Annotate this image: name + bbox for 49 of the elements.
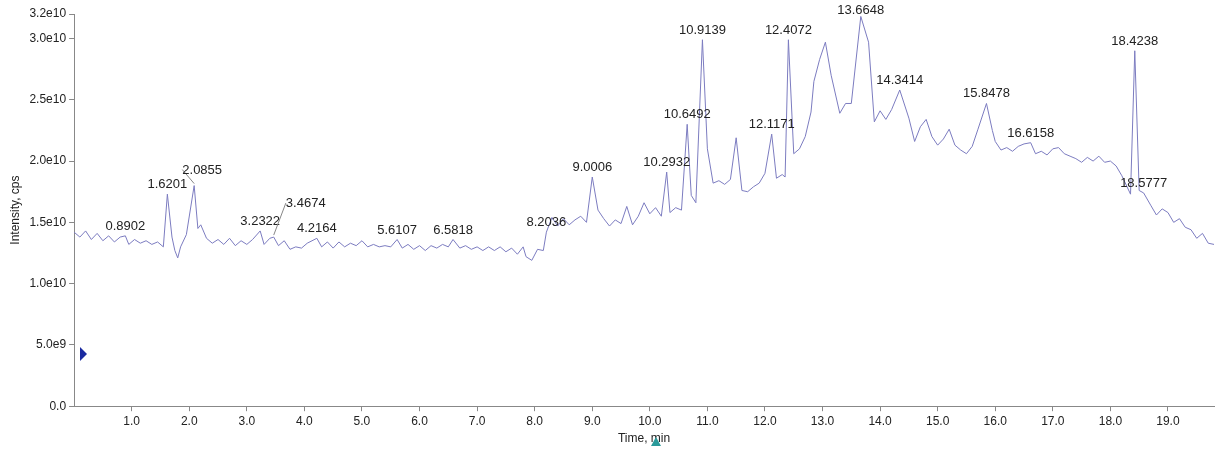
annotation: 3.2322 [240,212,281,228]
x-tick-label: 19.0 [1156,413,1180,428]
x-tick-label: 12.0 [753,413,777,428]
x-tick-label: 6.0 [411,413,429,428]
x-tick-label: 7.0 [468,413,486,428]
y-tick-label: 3.2e10 [29,6,67,21]
y-tick-label: 3.0e10 [29,30,67,45]
annotation: 10.6492 [663,106,711,122]
x-tick-label: 9.0 [583,413,601,428]
annotation: 12.4072 [764,21,812,37]
annotation: 6.5818 [433,221,473,237]
x-tick-label: 18.0 [1098,413,1123,428]
x-tick-label: 4.0 [296,413,314,428]
annotation: 9.0006 [572,159,613,175]
y-tick-label: 2.5e10 [29,92,67,107]
annotation: 2.0855 [182,161,223,177]
annotation: 1.6201 [147,176,188,192]
annotation: 16.6158 [1007,124,1055,140]
annotation: 13.6648 [837,2,885,17]
x-tick-label: 5.0 [353,413,371,428]
x-tick-label: 17.0 [1041,413,1065,428]
x-tick-label: 14.0 [868,413,893,428]
annotation: 15.8478 [962,85,1010,101]
x-tick-label: 3.0 [238,413,256,428]
x-tick-label: 15.0 [925,413,950,428]
x-tick-label: 16.0 [983,413,1008,428]
y-tick-label: 0.0 [49,398,67,413]
x-tick-label: 1.0 [123,413,141,428]
annotation: 8.2036 [526,214,567,230]
x-tick-label: 11.0 [696,413,719,428]
y-axis-title: Intensity, cps [7,175,22,245]
x-tick-label: 8.0 [526,413,544,428]
annotation: 4.2164 [296,220,337,236]
annotation: 18.4238 [1111,32,1159,48]
annotation: 14.3414 [876,71,924,87]
annotation: 12.1171 [748,116,795,132]
annotation: 3.4674 [285,195,326,211]
y-tick-label: 5.0e9 [36,337,67,352]
annotation: 5.6107 [377,221,417,237]
annotation: 0.8902 [105,217,146,233]
y-tick-label: 1.5e10 [29,214,67,229]
x-tick-label: 10.0 [638,413,662,428]
x-tick-label: 2.0 [180,413,198,428]
annotation: 18.5777 [1120,174,1168,190]
annotation: 10.2932 [643,154,691,170]
x-tick-label: 13.0 [810,413,835,428]
annotation: 10.9139 [678,21,726,37]
y-tick-label: 1.0e10 [29,275,67,290]
y-tick-label: 2.0e10 [29,153,67,168]
